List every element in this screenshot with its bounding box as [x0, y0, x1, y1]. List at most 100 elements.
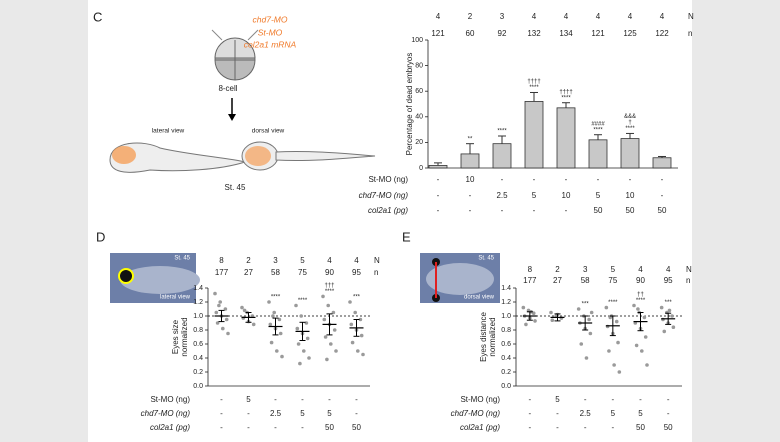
panel-letter: C — [93, 9, 102, 24]
y-tick-label: 0.4 — [501, 355, 511, 362]
y-tick-label: 40 — [415, 114, 423, 121]
bar — [620, 138, 640, 169]
significance: **** — [561, 95, 571, 101]
data-point — [670, 314, 674, 318]
treatment-value: 5 — [327, 409, 332, 418]
data-point — [305, 336, 310, 341]
data-point — [240, 305, 244, 310]
data-point — [304, 321, 309, 325]
treatment-value: 5 — [300, 409, 305, 418]
data-point — [268, 322, 273, 327]
treatment-value: - — [437, 191, 440, 200]
significance: †††† — [559, 89, 572, 95]
significance: **** — [298, 298, 308, 304]
data-point — [214, 310, 219, 315]
data-point — [604, 305, 609, 310]
bar — [588, 139, 608, 169]
data-point — [636, 307, 640, 311]
n-header: N — [374, 256, 380, 265]
treatment-value: 5 — [532, 191, 537, 200]
treatment-value: - — [469, 206, 472, 215]
y-axis-label: normalized — [488, 317, 497, 356]
data-point — [350, 340, 355, 345]
y-axis-label: normalized — [180, 317, 189, 356]
data-point — [280, 354, 284, 359]
data-point — [671, 325, 676, 330]
significance: † — [628, 120, 631, 126]
data-point — [521, 305, 526, 310]
data-point — [642, 315, 647, 320]
y-tick-label: 1.4 — [193, 285, 203, 292]
n-value: 4 — [354, 256, 359, 265]
treatment-value: - — [501, 175, 504, 184]
n-value: 134 — [559, 29, 573, 38]
treatment-value: - — [528, 423, 531, 432]
n-value: 125 — [623, 29, 637, 38]
y-tick-label: 0 — [419, 165, 423, 172]
treatment-value: 2.5 — [580, 409, 592, 418]
treatment-value: 50 — [636, 423, 645, 432]
y-tick-label: 0.2 — [501, 369, 511, 376]
n-value: 2 — [468, 12, 473, 21]
n-value: 4 — [532, 12, 537, 21]
treatment-value: 50 — [658, 206, 667, 215]
data-point — [589, 310, 594, 315]
n-value: 3 — [273, 256, 278, 265]
data-point — [267, 300, 271, 304]
bar — [524, 101, 544, 169]
significance: ** — [468, 136, 473, 142]
y-axis-label: Eyes distance — [479, 312, 488, 362]
thumb-label: St. 45 — [174, 256, 190, 262]
treatment-label: col2a1 (pg) — [368, 206, 408, 215]
n-value: 27 — [553, 276, 562, 285]
significance: **** — [625, 126, 635, 132]
significance: **** — [497, 129, 507, 135]
treatment-value: - — [611, 423, 614, 432]
data-point — [325, 357, 329, 362]
n-header: n — [374, 268, 378, 277]
treatment-value: - — [639, 395, 642, 404]
treatment-value: - — [247, 409, 250, 418]
treatment-value: - — [597, 175, 600, 184]
treatment-value: - — [220, 423, 223, 432]
n-value: 4 — [564, 12, 569, 21]
data-point — [217, 303, 221, 308]
y-tick-label: 1.0 — [193, 313, 203, 320]
treatment-label: St-MO (ng) — [460, 395, 500, 404]
significance: *** — [665, 300, 673, 306]
data-point — [322, 317, 327, 322]
view-label: lateral view — [152, 128, 185, 135]
bar — [492, 143, 512, 169]
n-value: 95 — [352, 268, 361, 277]
n-value: 122 — [655, 29, 669, 38]
n-value: 177 — [523, 276, 537, 285]
treatment-value: 5 — [638, 409, 643, 418]
data-point — [299, 314, 304, 318]
n-header: n — [688, 29, 692, 38]
data-point — [588, 331, 593, 336]
treatment-label: St-MO (ng) — [368, 175, 408, 184]
illustration — [109, 29, 376, 173]
n-value: 2 — [246, 256, 251, 265]
data-point — [584, 356, 589, 360]
data-point — [224, 317, 229, 322]
treatment-value: 50 — [664, 423, 673, 432]
treatment-value: - — [247, 423, 250, 432]
data-point — [643, 335, 648, 339]
significance: &&& — [624, 114, 636, 120]
panel-letter: E — [402, 229, 411, 244]
data-point — [349, 322, 354, 327]
thumb-label: St. 45 — [478, 256, 494, 262]
data-point — [576, 307, 581, 311]
treatment-value: - — [667, 409, 670, 418]
data-point — [218, 300, 222, 304]
significance: †††† — [527, 79, 540, 85]
data-point — [321, 294, 325, 299]
data-point — [294, 303, 298, 308]
injection-label: col2a1 mRNA — [244, 39, 297, 49]
data-point — [348, 300, 352, 304]
view-label: dorsal view — [252, 128, 285, 135]
y-tick-label: 0.4 — [193, 355, 203, 362]
treatment-value: - — [556, 423, 559, 432]
data-point — [617, 370, 622, 374]
